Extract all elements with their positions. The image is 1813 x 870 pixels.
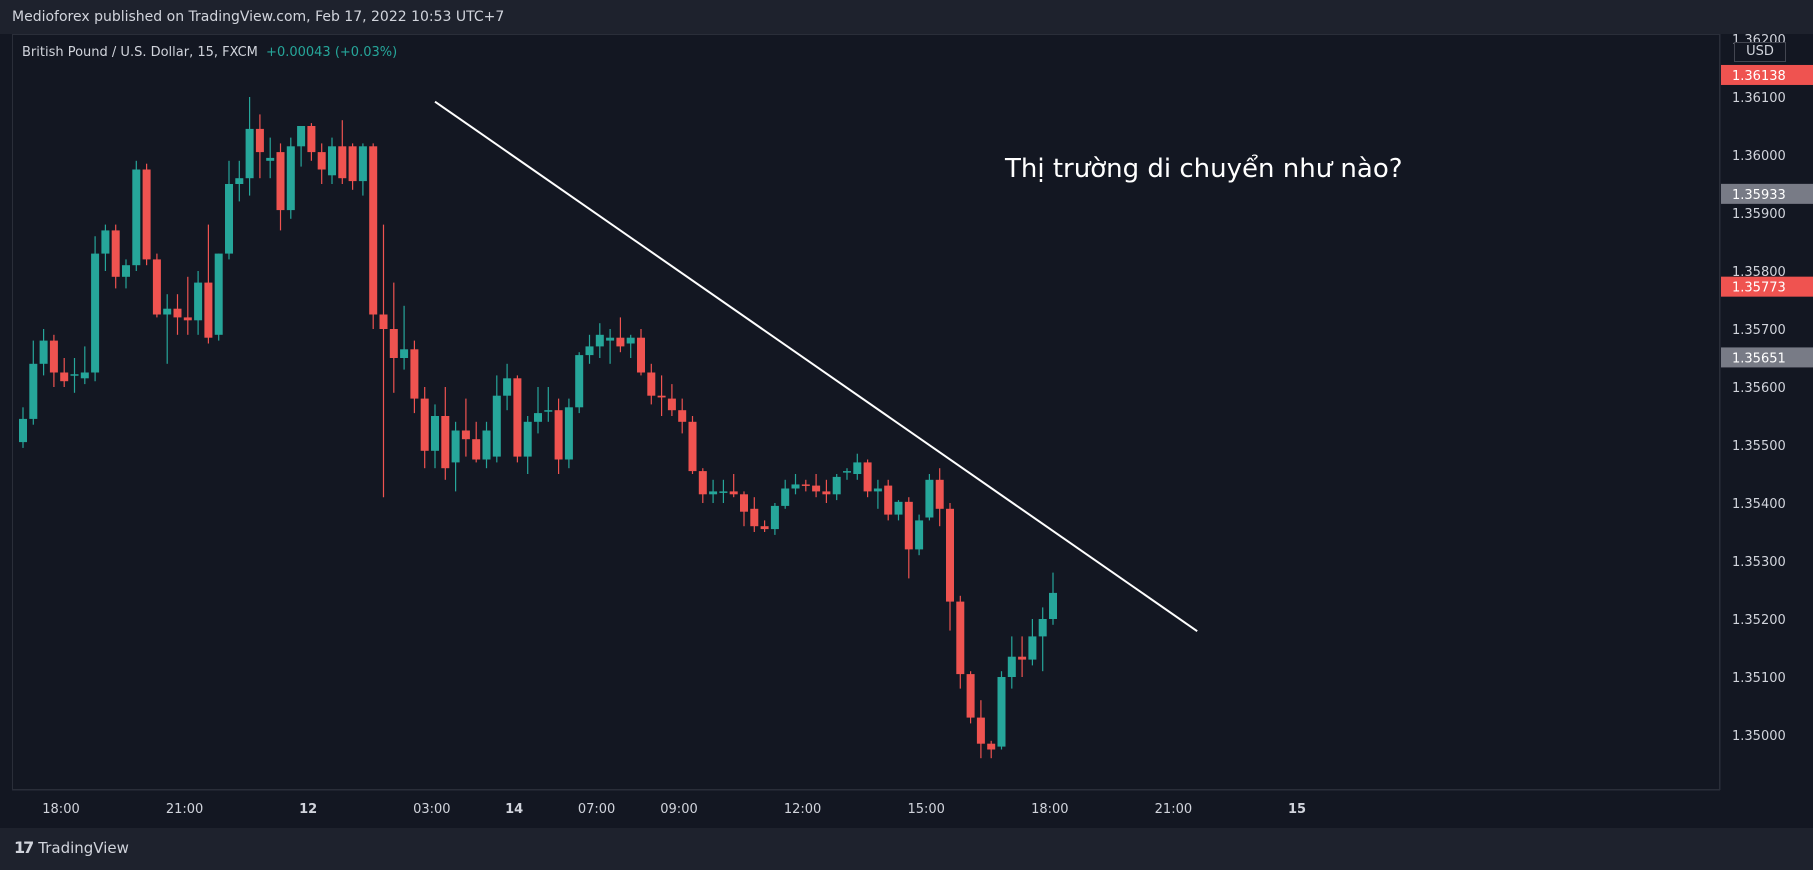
time-tick-label: 09:00 — [660, 802, 697, 817]
price-tick-label: 1.35300 — [1732, 555, 1786, 570]
time-tick-label: 15:00 — [907, 802, 944, 817]
price-badge-label: 1.35773 — [1732, 281, 1786, 296]
symbol-name: British Pound / U.S. Dollar, 15, FXCM — [22, 45, 258, 60]
symbol-legend[interactable]: British Pound / U.S. Dollar, 15, FXCM +0… — [22, 45, 397, 60]
time-tick-label: 18:00 — [42, 802, 79, 817]
price-change: +0.00043 (+0.03%) — [266, 45, 398, 60]
price-tick-label: 1.35500 — [1732, 439, 1786, 454]
publisher-text: Medioforex published on TradingView.com,… — [12, 9, 505, 25]
tradingview-logo-icon: 17 — [14, 838, 34, 857]
price-tick-label: 1.35100 — [1732, 671, 1786, 686]
brand-name: TradingView — [38, 838, 129, 857]
price-badge: 1.36138 — [1721, 64, 1813, 85]
price-badge-label: 1.36138 — [1732, 69, 1786, 84]
time-tick-label: 12 — [299, 802, 317, 817]
currency-label[interactable]: USD — [1734, 42, 1786, 62]
time-tick-label: 12:00 — [784, 802, 821, 817]
time-tick-label: 18:00 — [1031, 802, 1068, 817]
price-badge: 1.35933 — [1721, 183, 1813, 204]
time-axis[interactable]: 18:00 21:00 12 03:00 14 07:00 09:00 12:00 15:00 1… — [42, 802, 1306, 817]
price-tick-label: 1.35700 — [1732, 323, 1786, 338]
price-badge-bg — [1721, 64, 1813, 85]
time-tick-label: 21:00 — [1155, 802, 1192, 817]
time-tick-label: 15 — [1288, 802, 1306, 817]
tradingview-logo[interactable]: 17 TradingView — [14, 838, 129, 857]
footer-bar — [0, 828, 1813, 870]
price-badge-label: 1.35651 — [1732, 351, 1786, 366]
time-tick-label: 14 — [505, 802, 523, 817]
price-tick-label: 1.36100 — [1732, 91, 1786, 106]
price-tick-label: 1.35000 — [1732, 729, 1786, 744]
publisher-bar: Medioforex published on TradingView.com,… — [0, 0, 1813, 34]
price-badge-bg — [1721, 347, 1813, 368]
price-tick-label: 1.35900 — [1732, 207, 1786, 222]
price-badge: 1.35651 — [1721, 347, 1813, 368]
price-badge-bg — [1721, 276, 1813, 297]
time-tick-label: 03:00 — [413, 802, 450, 817]
time-tick-label: 07:00 — [578, 802, 615, 817]
price-tick-label: 1.35800 — [1732, 265, 1786, 280]
price-badge-label: 1.35933 — [1732, 188, 1786, 203]
price-axis[interactable]: 1.362001.361001.360001.359001.358001.357… — [1721, 33, 1813, 744]
time-tick-label: 21:00 — [166, 802, 203, 817]
price-tick-label: 1.35400 — [1732, 497, 1786, 512]
price-tick-label: 1.36000 — [1732, 149, 1786, 164]
price-badge: 1.35773 — [1721, 276, 1813, 297]
price-tick-label: 1.35200 — [1732, 613, 1786, 628]
price-badge-bg — [1721, 183, 1813, 204]
price-tick-label: 1.35600 — [1732, 381, 1786, 396]
chart-pane[interactable] — [12, 34, 1720, 790]
